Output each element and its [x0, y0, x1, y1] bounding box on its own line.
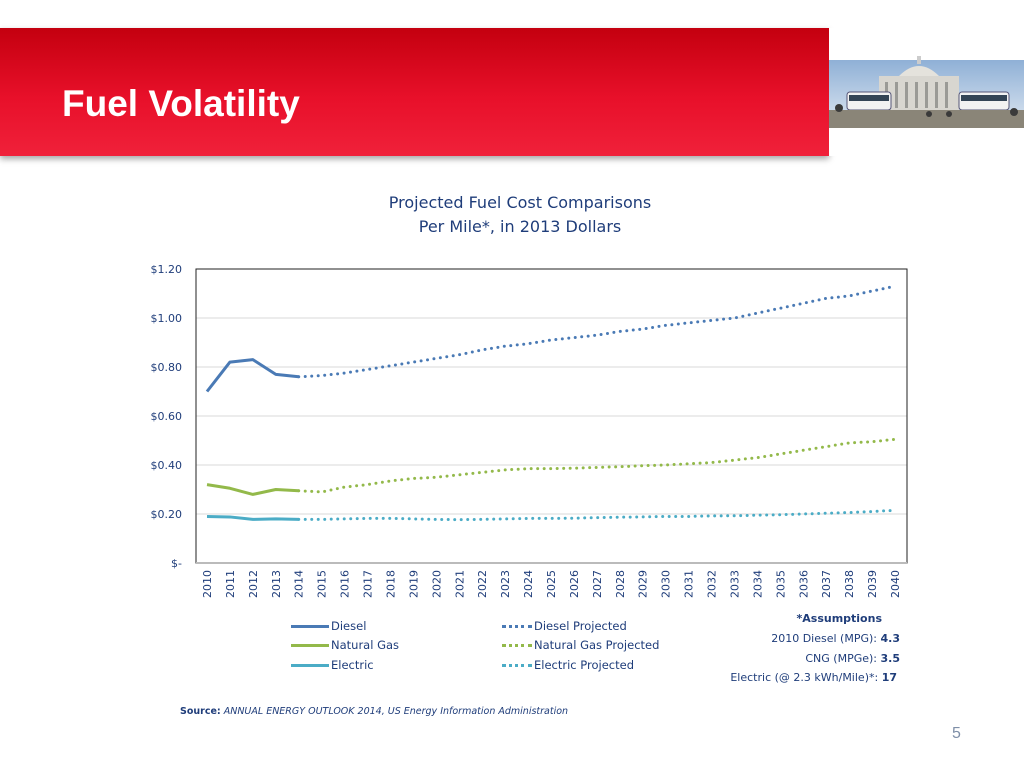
- assumption-cng: CNG (MPGe): 3.5: [805, 652, 900, 665]
- x-tick-label: 2022: [476, 570, 489, 598]
- capitol-image: [829, 56, 1024, 128]
- legend-item-natural-gas-projected: Natural Gas Projected: [502, 638, 659, 652]
- x-tick-label: 2036: [797, 570, 810, 598]
- x-tick-label: 2017: [362, 570, 375, 598]
- x-tick-label: 2039: [866, 570, 879, 598]
- x-tick-label: 2019: [407, 570, 420, 598]
- legend-label: Natural Gas: [331, 638, 400, 652]
- assumption-value: 4.3: [880, 632, 901, 645]
- assumption-label: Electric (@ 2.3 kWh/Mile)*:: [730, 671, 882, 684]
- legend-item-natural-gas: Natural Gas: [291, 638, 399, 652]
- assumptions-heading: *Assumptions: [796, 612, 883, 625]
- chart-title: Projected Fuel Cost Comparisons: [388, 193, 652, 212]
- legend-item-electric-projected: Electric Projected: [502, 658, 634, 672]
- legend-label: Diesel Projected: [534, 619, 627, 633]
- x-tick-label: 2024: [522, 570, 535, 598]
- series-diesel: [205, 358, 299, 393]
- source-note: Source: ANNUAL ENERGY OUTLOOK 2014, US E…: [180, 706, 568, 717]
- legend-swatch: [502, 664, 532, 667]
- x-tick-label: 2011: [224, 570, 237, 598]
- assumption-label: 2010 Diesel (MPG):: [771, 632, 881, 645]
- y-tick-label: $-: [171, 557, 182, 570]
- legend-swatch: [502, 625, 532, 628]
- legend-swatch: [291, 625, 329, 628]
- legend-swatch: [291, 644, 329, 647]
- series-natural-gas-projected: [297, 437, 897, 494]
- x-tick-label: 2014: [293, 570, 306, 598]
- legend-item-diesel: Diesel: [291, 619, 366, 633]
- legend-label: Diesel: [331, 619, 367, 633]
- slide-title: Fuel Volatility: [62, 83, 300, 124]
- x-tick-label: 2015: [316, 570, 329, 598]
- legend-swatch: [291, 664, 329, 667]
- x-tick-label: 2027: [591, 570, 604, 598]
- x-tick-label: 2021: [453, 570, 466, 598]
- assumption-value: 3.5: [880, 652, 901, 665]
- line-chart: $- $0.20 $0.40 $0.60 $0.80 $1.00 $1.20 2010 2011…: [151, 263, 908, 598]
- x-tick-label: 2032: [706, 570, 719, 598]
- x-tick-label: 2023: [499, 570, 512, 598]
- x-tick-label: 2038: [843, 570, 856, 598]
- y-tick-label: $1.20: [151, 263, 183, 276]
- legend-label: Natural Gas Projected: [534, 638, 660, 652]
- x-tick-label: 2010: [201, 570, 214, 598]
- chart-subtitle: Per Mile*, in 2013 Dollars: [418, 217, 622, 236]
- legend-item-electric: Electric: [291, 658, 374, 672]
- x-tick-label: 2018: [384, 570, 397, 598]
- x-tick-label: 2040: [889, 570, 902, 598]
- y-tick-label: $0.80: [151, 361, 183, 374]
- x-tick-label: 2031: [683, 570, 696, 598]
- assumption-electric: Electric (@ 2.3 kWh/Mile)*: 17: [730, 671, 897, 684]
- legend-label: Electric Projected: [534, 658, 634, 672]
- x-tick-label: 2029: [637, 570, 650, 598]
- x-tick-label: 2030: [660, 570, 673, 598]
- series-natural-gas: [206, 483, 299, 496]
- y-tick-label: $0.40: [151, 459, 183, 472]
- x-tick-label: 2026: [568, 570, 581, 598]
- y-tick-label: $1.00: [151, 312, 183, 325]
- y-tick-label: $0.20: [151, 508, 183, 521]
- x-tick-label: 2016: [339, 570, 352, 598]
- series-diesel-projected: [297, 284, 897, 379]
- x-tick-label: 2012: [247, 570, 260, 598]
- x-tick-label: 2033: [728, 570, 741, 598]
- capitol-photo: [829, 28, 1024, 156]
- x-tick-label: 2034: [751, 570, 764, 598]
- assumption-value: 17: [881, 671, 897, 684]
- series-electric-projected: [297, 508, 897, 522]
- source-text: ANNUAL ENERGY OUTLOOK 2014, US Energy In…: [220, 706, 569, 717]
- legend-swatch: [502, 644, 532, 647]
- title-banner: [0, 28, 829, 156]
- assumption-diesel: 2010 Diesel (MPG): 4.3: [771, 632, 900, 645]
- page-number: 5: [952, 725, 961, 742]
- assumption-label: CNG (MPGe):: [805, 652, 881, 665]
- legend-item-diesel-projected: Diesel Projected: [502, 619, 627, 633]
- x-tick-label: 2037: [820, 570, 833, 598]
- x-tick-label: 2028: [614, 570, 627, 598]
- legend-label: Electric: [331, 658, 374, 672]
- x-tick-label: 2035: [774, 570, 787, 598]
- source-label: Source:: [180, 706, 221, 717]
- series-electric: [206, 514, 299, 521]
- y-tick-label: $0.60: [151, 410, 183, 423]
- x-tick-label: 2013: [270, 570, 283, 598]
- x-tick-label: 2020: [430, 570, 443, 598]
- x-tick-label: 2025: [545, 570, 558, 598]
